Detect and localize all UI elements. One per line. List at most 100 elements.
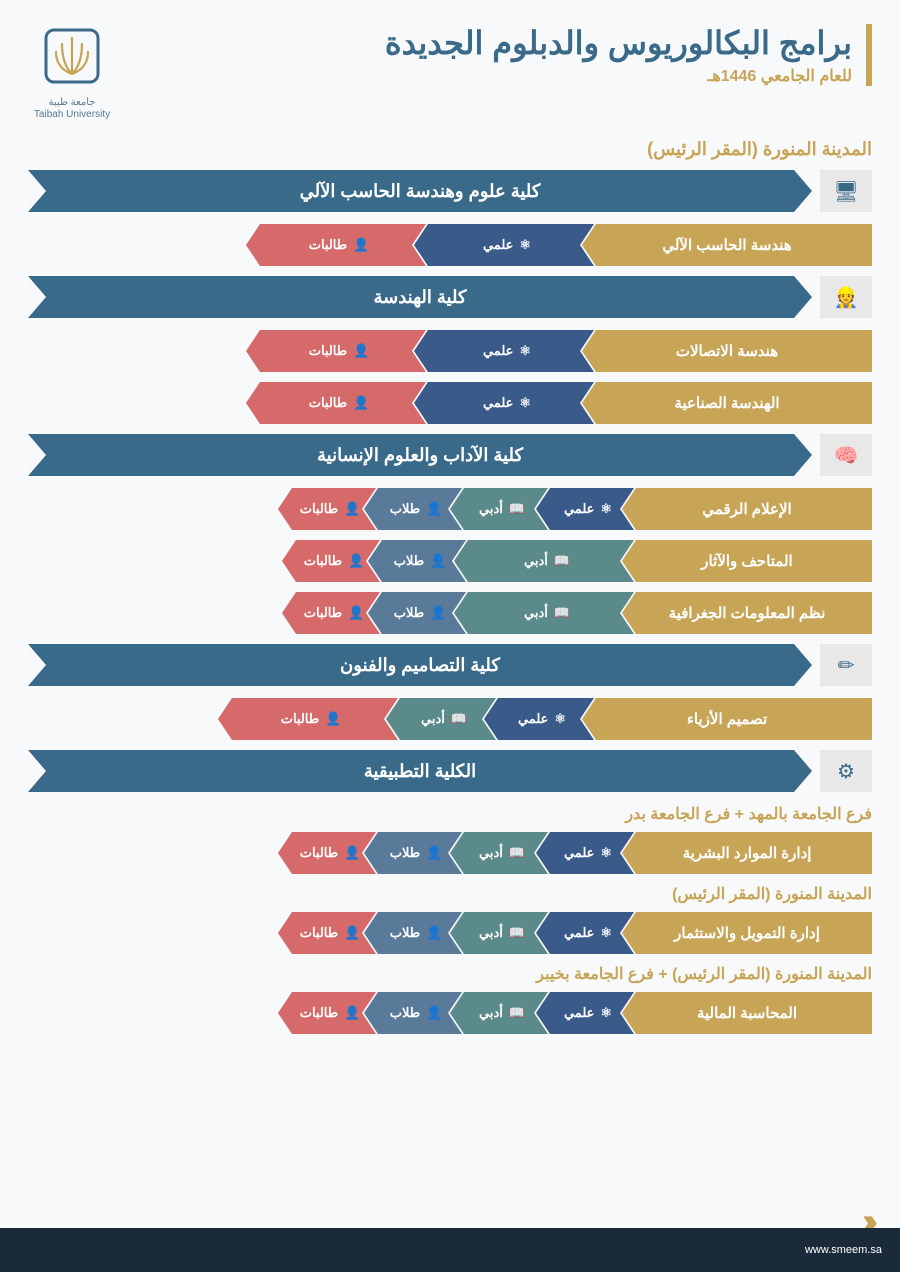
program-row: نظم المعلومات الجغرافية📖أدبي👤طلاب👤طالبات [28, 592, 872, 634]
literary-tag-label: أدبي [479, 1005, 503, 1021]
male-students-tag-icon: 👤 [426, 845, 442, 861]
college-banner: كلية علوم وهندسة الحاسب الآلي [28, 170, 812, 212]
female-students-tag: 👤طالبات [246, 224, 426, 266]
logo-name-en: Taibah University [28, 109, 116, 121]
scientific-tag-label: علمي [483, 237, 513, 253]
program-name: المتاحف والآثار [622, 540, 872, 582]
literary-tag: 📖أدبي [454, 592, 634, 634]
female-students-tag-label: طالبات [309, 343, 347, 359]
female-students-tag-label: طالبات [281, 711, 319, 727]
scientific-tag-icon: ⚛ [519, 237, 531, 253]
scientific-tag-label: علمي [564, 501, 594, 517]
program-name: الهندسة الصناعية [582, 382, 872, 424]
program-name: هندسة الاتصالات [582, 330, 872, 372]
female-students-tag: 👤 طالبات [218, 698, 398, 740]
scientific-tag-icon: ⚛ [519, 395, 531, 411]
male-students-tag-label: طلاب [394, 605, 424, 621]
footer: www.smeem.sa [0, 1228, 900, 1272]
scientific-tag-icon: ⚛ [600, 845, 612, 861]
literary-tag: 📖أدبي [386, 698, 496, 740]
program-row: إدارة الموارد البشرية⚛علمي📖أدبي👤طلاب👤طال… [28, 832, 872, 874]
female-students-tag-icon: 👤 [344, 1005, 360, 1021]
program-name: المحاسبة المالية [622, 992, 872, 1034]
college-row: ⚙الكلية التطبيقية [28, 750, 872, 792]
female-students-tag: 👤طالبات [246, 330, 426, 372]
scientific-tag: ⚛ علمي [414, 224, 594, 266]
page-title: برامج البكالوريوس والدبلوم الجديدة [136, 24, 852, 62]
male-students-tag-label: طلاب [390, 845, 420, 861]
male-students-tag: 👤طلاب [364, 992, 462, 1034]
scientific-tag-icon: ⚛ [600, 501, 612, 517]
program-name: إدارة التمويل والاستثمار [622, 912, 872, 954]
female-students-tag-label: طالبات [309, 237, 347, 253]
female-students-tag-icon: 👤 [344, 845, 360, 861]
female-students-tag: 👤 طالبات [278, 992, 376, 1034]
scientific-tag: ⚛علمي [414, 330, 594, 372]
program-name: تصميم الأزياء [582, 698, 872, 740]
male-students-tag-icon: 👤 [426, 501, 442, 517]
male-students-tag-label: طلاب [390, 1005, 420, 1021]
sub-location: فرع الجامعة بالمهد + فرع الجامعة بدر [28, 804, 872, 824]
female-students-tag: 👤طالبات [278, 912, 376, 954]
scientific-tag: ⚛علمي [536, 912, 634, 954]
page-subtitle: للعام الجامعي 1446هـ [136, 66, 852, 86]
scientific-tag-icon: ⚛ [600, 1005, 612, 1021]
scientific-tag-label: علمي [518, 711, 548, 727]
program-row: تصميم الأزياء ⚛ علمي 📖أدبي 👤 طالبات [28, 698, 872, 740]
literary-tag-icon: 📖 [509, 501, 525, 517]
college-icon: ⚙ [820, 750, 872, 792]
scientific-tag: ⚛ علمي [484, 698, 594, 740]
scientific-tag-icon: ⚛ [554, 711, 566, 727]
college-banner: الكلية التطبيقية [28, 750, 812, 792]
college-banner: كلية التصاميم والفنون [28, 644, 812, 686]
literary-tag: 📖 أدبي [450, 992, 548, 1034]
scientific-tag-label: علمي [564, 845, 594, 861]
male-students-tag-icon: 👤 [426, 925, 442, 941]
male-students-tag-icon: 👤 [430, 553, 446, 569]
scientific-tag-icon: ⚛ [519, 343, 531, 359]
college-row: 🧠كلية الآداب والعلوم الإنسانية [28, 434, 872, 476]
literary-tag-icon: 📖 [451, 711, 467, 727]
literary-tag: 📖أدبي [454, 540, 634, 582]
female-students-tag-icon: 👤 [348, 553, 364, 569]
logo-icon [40, 24, 104, 88]
footer-url: www.smeem.sa [805, 1244, 882, 1256]
literary-tag-icon: 📖 [509, 1005, 525, 1021]
female-students-tag-label: طالبات [304, 605, 342, 621]
female-students-tag: 👤طالبات [278, 832, 376, 874]
male-students-tag: 👤 طلاب [364, 832, 462, 874]
female-students-tag-label: طالبات [300, 1005, 338, 1021]
female-students-tag-icon: 👤 [325, 711, 341, 727]
literary-tag-icon: 📖 [554, 553, 570, 569]
male-students-tag: 👤طلاب [364, 912, 462, 954]
college-row: 🖥كلية علوم وهندسة الحاسب الآلي [28, 170, 872, 212]
sub-location: المدينة المنورة (المقر الرئيس) + فرع الج… [28, 964, 872, 984]
header: برامج البكالوريوس والدبلوم الجديدة للعام… [28, 24, 872, 121]
program-row: هندسة الحاسب الآلي⚛علمي👤طالبات [28, 224, 872, 266]
scientific-tag: ⚛ علمي [536, 832, 634, 874]
female-students-tag-icon: 👤 [353, 395, 369, 411]
program-name: إدارة الموارد البشرية [622, 832, 872, 874]
program-row: الهندسة الصناعية ⚛ علمي 👤طالبات [28, 382, 872, 424]
college-row: 👷كلية الهندسة [28, 276, 872, 318]
literary-tag-icon: 📖 [509, 845, 525, 861]
program-row: الإعلام الرقمي⚛علمي📖أدبي👤طلاب👤طالبات [28, 488, 872, 530]
program-row: المحاسبة المالية ⚛ علمي 📖 أدبي 👤طلاب👤 طالبات [28, 992, 872, 1034]
scientific-tag-label: علمي [483, 395, 513, 411]
program-row: إدارة التمويل والاستثمار⚛علمي📖أدبي👤طلاب👤… [28, 912, 872, 954]
scientific-tag: ⚛ علمي [536, 488, 634, 530]
college-icon: 👷 [820, 276, 872, 318]
logo-name-ar: جامعة طيبة [28, 97, 116, 109]
literary-tag: 📖 أدبي [450, 488, 548, 530]
female-students-tag: 👤طالبات [246, 382, 426, 424]
scientific-tag-icon: ⚛ [600, 925, 612, 941]
female-students-tag-label: طالبات [300, 925, 338, 941]
female-students-tag: 👤 طالبات [282, 592, 380, 634]
scientific-tag-label: علمي [564, 1005, 594, 1021]
page: برامج البكالوريوس والدبلوم الجديدة للعام… [0, 0, 900, 1068]
female-students-tag-icon: 👤 [348, 605, 364, 621]
scientific-tag: ⚛ علمي [414, 382, 594, 424]
college-icon: 🖥 [820, 170, 872, 212]
literary-tag: 📖أدبي [450, 912, 548, 954]
literary-tag-label: أدبي [479, 501, 503, 517]
